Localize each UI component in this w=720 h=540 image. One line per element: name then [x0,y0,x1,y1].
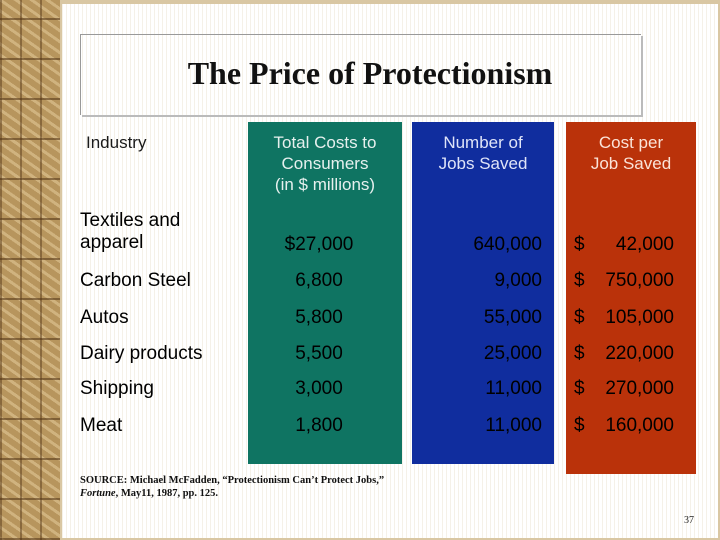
header-jobs-saved: Number of Jobs Saved [412,132,554,174]
row-jobs-saved: 640,000 [473,234,542,255]
row-cost-dollar: $ [574,270,585,291]
row-cost-per-job: 220,000 [605,343,674,364]
row-jobs-saved: 25,000 [483,343,542,364]
row-cost-dollar: $ [574,343,585,364]
row-cost-per-job: 750,000 [605,270,674,291]
row-jobs-saved: 11,000 [485,415,542,436]
source-line-2: Fortune, May11, 1987, pp. 125. [80,487,440,500]
row-cost-dollar: $ [574,415,585,436]
row-jobs-saved: 9,000 [494,270,542,291]
row-industry: Dairy products [80,343,203,364]
row-industry: Textiles and apparel [80,210,180,254]
page-number: 37 [684,515,694,526]
cost-per-job-column-bg [566,122,696,474]
jobs-saved-column-bg [412,122,554,464]
header-total-costs-line: Consumers [281,154,369,173]
row-jobs-saved: 55,000 [483,307,542,328]
decorative-left-border [0,0,60,540]
row-total-cost: 1,800 [295,415,343,436]
row-cost-per-job: 42,000 [615,234,674,255]
row-industry: Carbon Steel [80,270,191,291]
row-total-cost: 5,500 [295,343,343,364]
header-jobs-saved-line: Number of [443,133,523,152]
row-cost-per-job: 160,000 [605,415,674,436]
header-total-costs-line: Total Costs to [273,133,377,152]
slide-title: The Price of Protectionism [187,55,553,91]
header-jobs-saved-line: Jobs Saved [438,154,528,173]
header-total-costs-line: (in $ millions) [274,175,376,194]
row-industry: Meat [80,415,123,436]
row-cost-dollar: $ [574,378,585,399]
row-cost-dollar: $ [574,307,585,328]
row-cost-per-job: 105,000 [605,307,674,328]
header-cost-per-job-line: Cost per [598,133,664,152]
row-total-cost: 6,800 [295,270,343,291]
row-total-cost: $27,000 [284,234,354,255]
total-costs-column-bg [248,122,402,464]
header-total-costs: Total Costs to Consumers (in $ millions) [248,132,402,195]
row-cost-dollar: $ [574,234,585,255]
row-jobs-saved: 11,000 [485,378,542,399]
row-total-cost: 5,800 [295,307,343,328]
row-industry-line: Textiles and [80,210,181,231]
row-industry: Autos [80,307,129,328]
source-line-2-rest: , May11, 1987, pp. 125. [115,488,218,499]
row-cost-per-job: 270,000 [605,378,674,399]
row-industry-line: apparel [80,232,144,253]
header-cost-per-job: Cost per Job Saved [566,132,696,174]
title-frame [80,34,641,115]
source-line-1: SOURCE: Michael McFadden, “Protectionism… [80,475,385,486]
source-citation: SOURCE: Michael McFadden, “Protectionism… [80,474,440,500]
header-cost-per-job-line: Job Saved [590,154,672,173]
source-journal: Fortune [80,488,116,499]
row-industry: Shipping [80,378,154,399]
row-total-cost: 3,000 [295,378,343,399]
header-industry: Industry [86,133,147,152]
